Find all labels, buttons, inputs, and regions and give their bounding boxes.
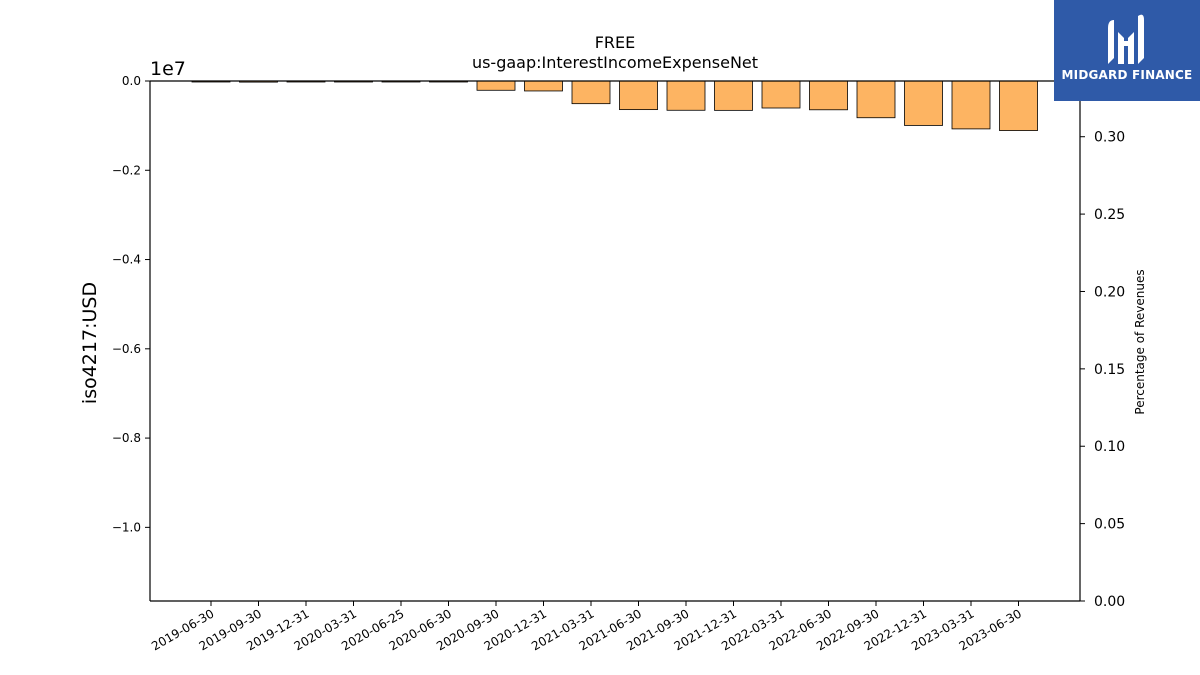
logo-text: MIDGARD FINANCE [1061, 68, 1193, 82]
y2-tick-label: 0.05 [1094, 517, 1125, 533]
y2-tick-label: 0.20 [1094, 284, 1125, 300]
bar-2021-06-30 [619, 80, 658, 111]
bar-2021-09-30 [666, 80, 706, 111]
y-tick-label: 0.0 [122, 74, 141, 88]
y-ticks-group: 0.0 −0.2 −0.4 −0.6 −0.8 −1.0 [112, 74, 150, 534]
y-tick-label: −0.8 [112, 431, 141, 445]
bar-2023-03-31 [951, 80, 991, 130]
y2-tick-label: 0.30 [1094, 130, 1125, 146]
y-tick-label: −1.0 [112, 520, 141, 534]
y-tick-label: −0.4 [112, 253, 141, 267]
y2-tick-label: 0.10 [1094, 439, 1125, 455]
y2-axis-label: Percentage of Revenues [1133, 269, 1147, 414]
bar-2021-03-31 [571, 80, 611, 105]
midgard-finance-logo: MIDGARD FINANCE [1054, 0, 1200, 101]
y2-tick-label: 0.00 [1094, 594, 1125, 610]
bar-2022-03-31 [761, 80, 801, 109]
bar-2021-12-31 [714, 80, 753, 111]
bars-group [191, 80, 1038, 131]
y-tick-label: −0.2 [112, 163, 141, 177]
y2-tick-label: 0.25 [1094, 207, 1125, 223]
y-offset-label: 1e7 [150, 58, 186, 80]
y-tick-label: −0.6 [112, 342, 141, 356]
y2-ticks-group: 0.00 0.05 0.10 0.15 0.20 0.25 0.30 [1080, 130, 1125, 610]
bar-2022-12-31 [904, 80, 943, 126]
midgard-logo-icon [1108, 14, 1144, 65]
bar-2022-09-30 [856, 80, 896, 119]
chart-title: FREE [595, 33, 636, 52]
y2-tick-label: 0.15 [1094, 362, 1125, 378]
y-axis-label: iso4217:USD [79, 282, 101, 404]
bar-2020-09-30 [476, 80, 516, 91]
x-ticks-group: 2019-06-302019-09-302019-12-312020-03-31… [149, 601, 1024, 653]
chart-subtitle: us-gaap:InterestIncomeExpenseNet [472, 53, 758, 72]
bar-2023-06-30 [999, 80, 1038, 131]
bar-2022-06-30 [809, 80, 848, 111]
bar-2020-12-31 [524, 80, 563, 92]
